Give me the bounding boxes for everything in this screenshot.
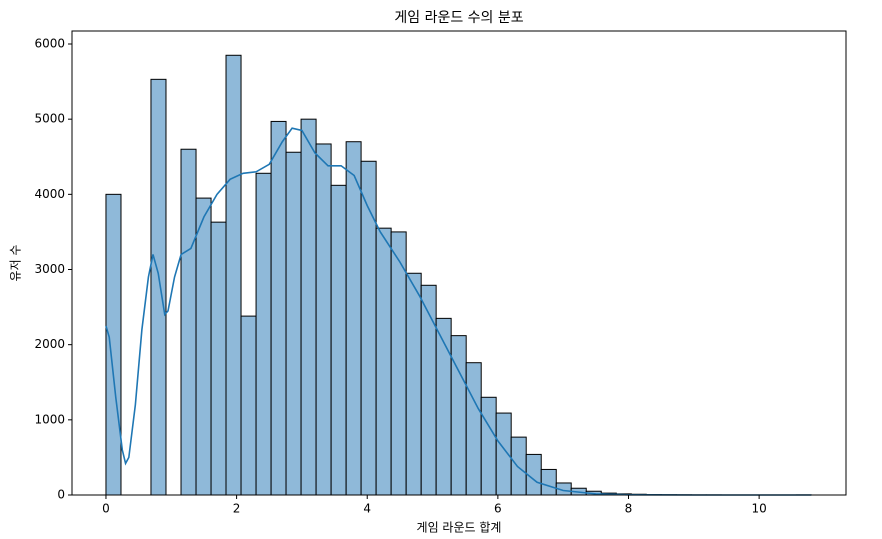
bar xyxy=(435,317,452,496)
bar xyxy=(405,272,422,496)
bar xyxy=(255,172,272,496)
x-tick-label: 0 xyxy=(102,502,110,516)
y-tick-label: 3000 xyxy=(34,262,65,276)
bar xyxy=(195,197,212,496)
bar xyxy=(150,78,167,496)
y-axis-label: 유저 수 xyxy=(9,245,23,282)
bar xyxy=(300,118,317,496)
bar xyxy=(225,54,242,496)
x-tick-label: 8 xyxy=(625,502,633,516)
bar xyxy=(540,468,557,496)
chart-title: 게임 라운드 수의 분포 xyxy=(394,10,523,26)
bar xyxy=(390,231,407,496)
y-tick-label: 6000 xyxy=(34,37,65,51)
y-tick-label: 4000 xyxy=(34,187,65,201)
bar xyxy=(240,315,257,496)
y-tick-label: 5000 xyxy=(34,112,65,126)
x-tick-label: 2 xyxy=(233,502,241,516)
bar xyxy=(480,396,497,496)
x-tick-label: 6 xyxy=(494,502,502,516)
bar xyxy=(420,284,437,496)
bar xyxy=(330,184,347,496)
bar xyxy=(180,148,197,496)
bar xyxy=(360,160,377,496)
y-tick-label: 2000 xyxy=(34,337,65,351)
kde-line xyxy=(105,127,812,496)
bar xyxy=(210,221,227,496)
bar xyxy=(510,436,527,496)
bar xyxy=(315,143,332,496)
bar xyxy=(270,120,287,496)
y-tick-label: 0 xyxy=(57,488,65,502)
x-tick-label: 4 xyxy=(363,502,371,516)
plot-frame xyxy=(71,30,847,496)
bar xyxy=(105,193,122,496)
y-tick-label: 1000 xyxy=(34,412,65,426)
x-tick-label: 10 xyxy=(751,502,766,516)
bar xyxy=(465,362,482,496)
bar xyxy=(285,151,302,496)
bar xyxy=(345,141,362,496)
x-axis-label: 게임 라운드 합계 xyxy=(417,521,502,535)
bar xyxy=(375,227,392,496)
